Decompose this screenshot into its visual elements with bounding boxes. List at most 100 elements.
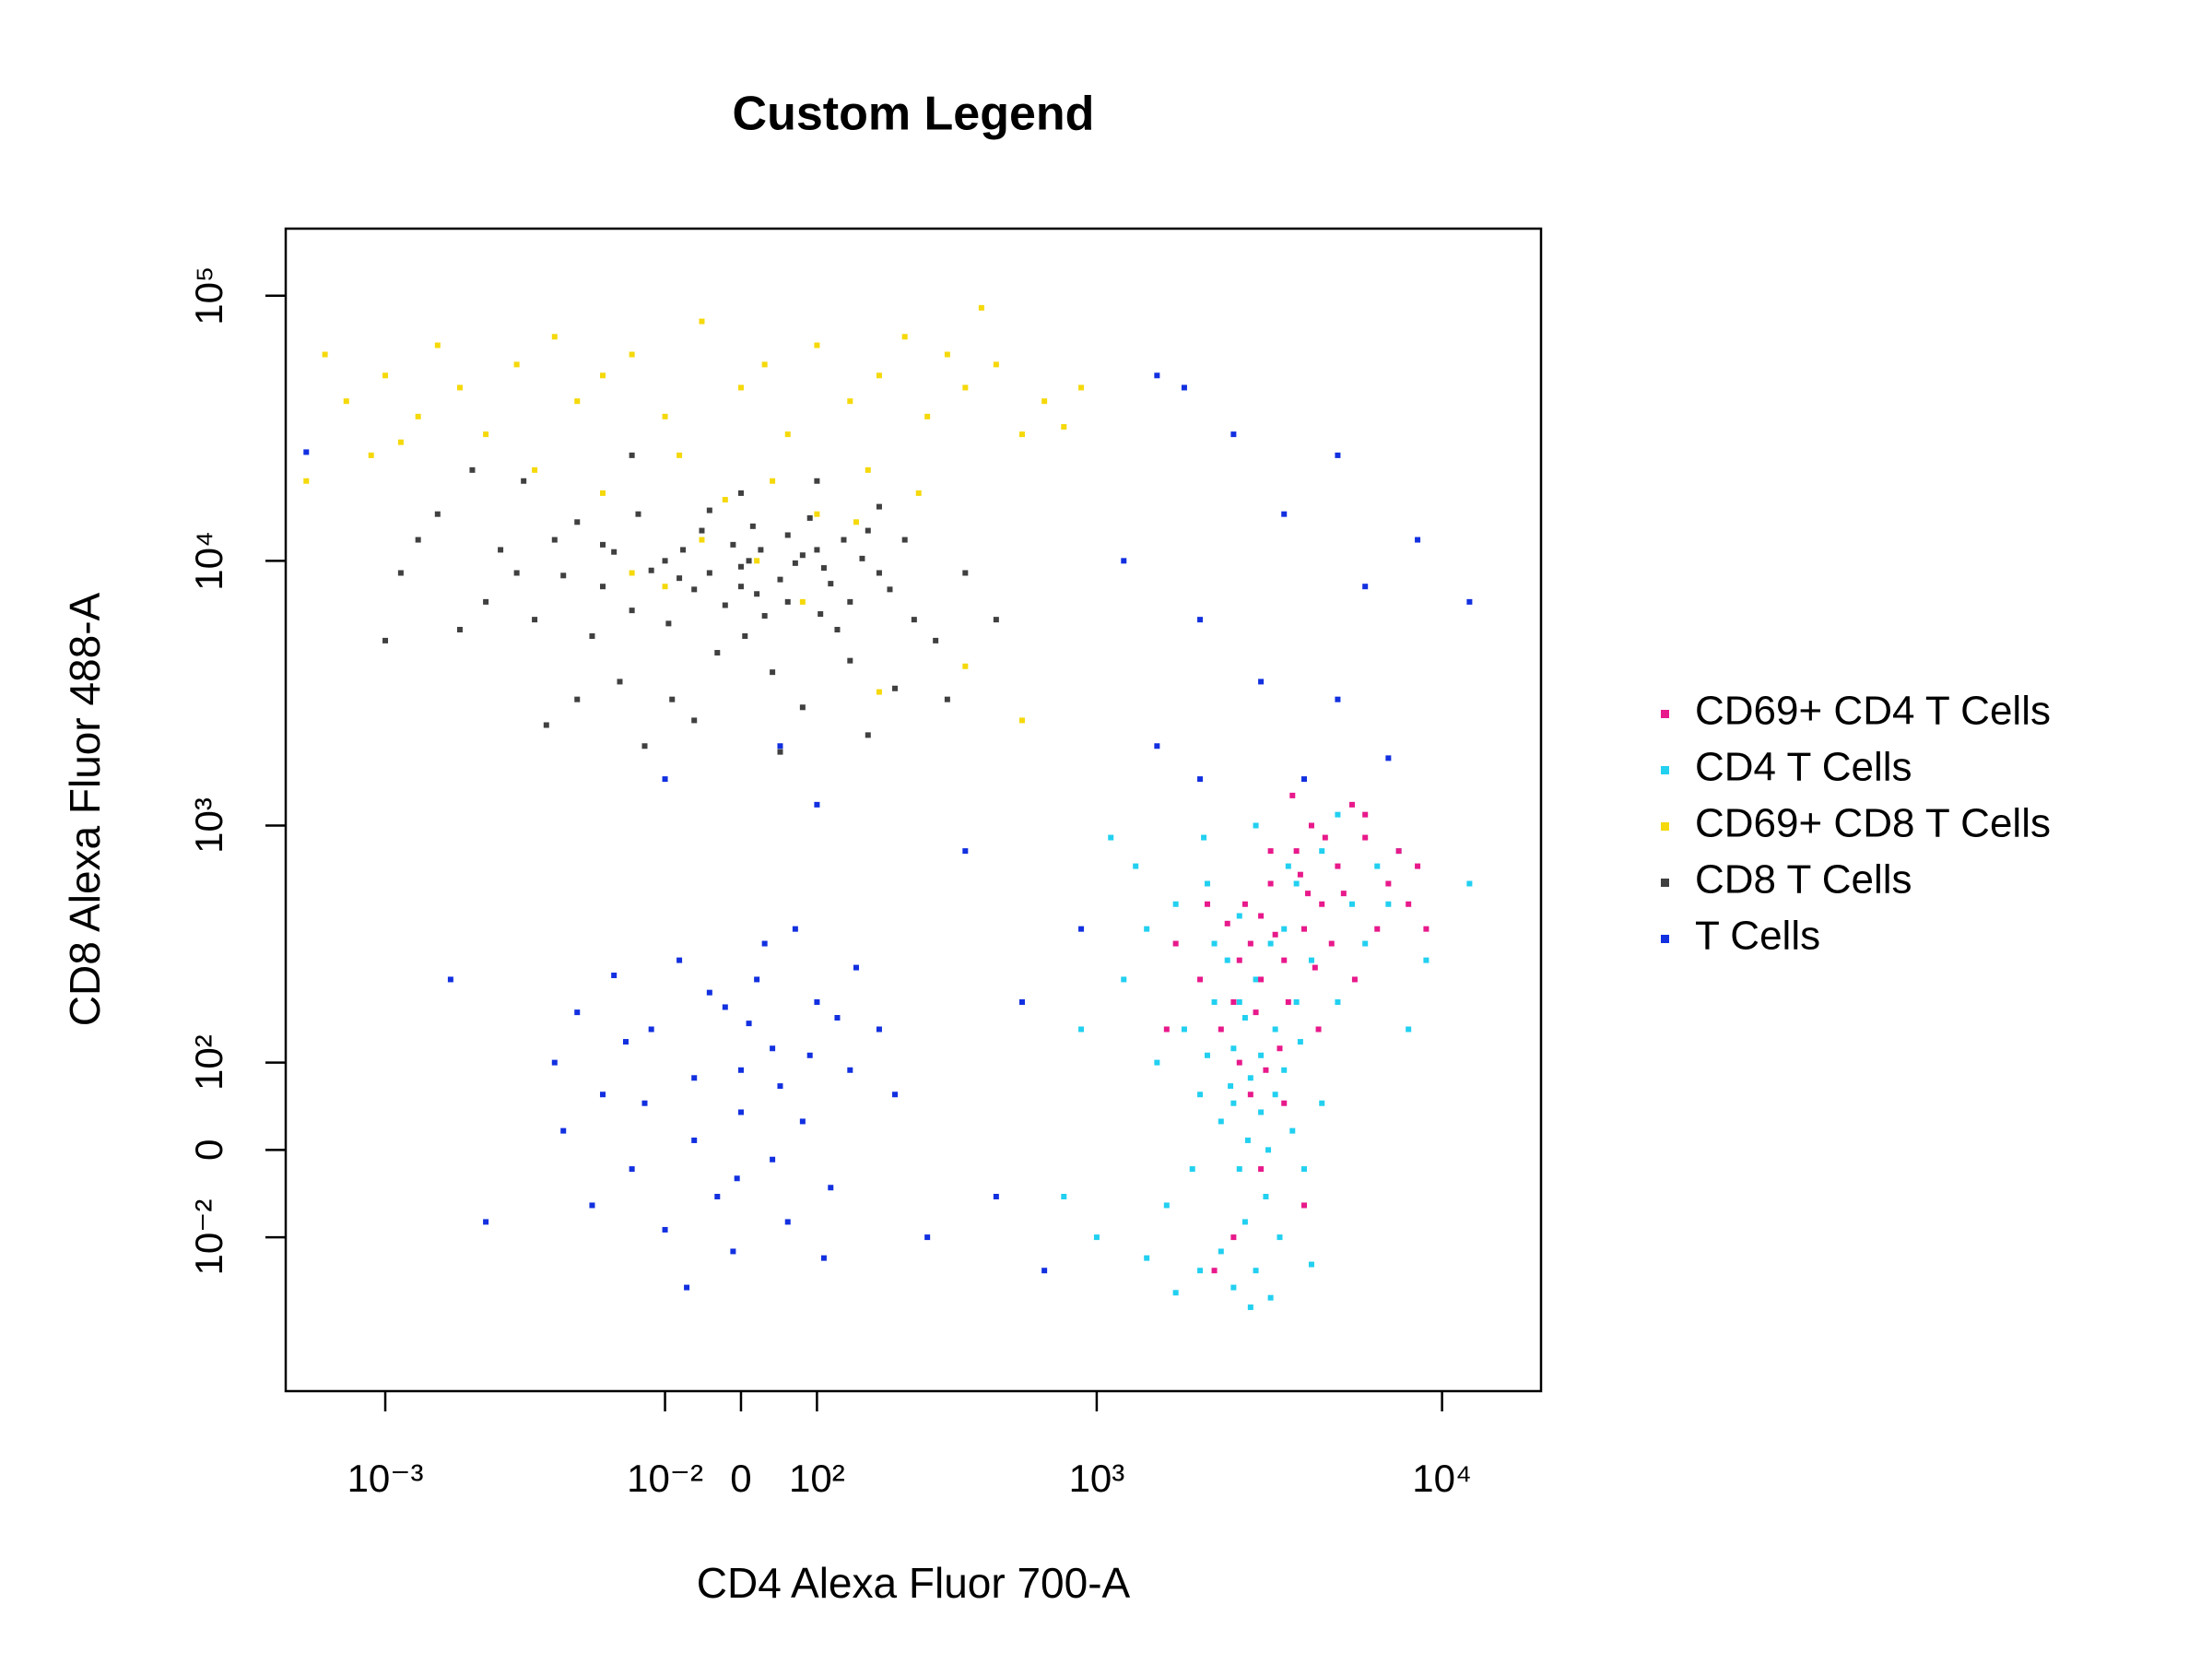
legend-marker: [1661, 822, 1669, 831]
point: [648, 567, 654, 573]
point: [714, 650, 721, 656]
legend-marker: [1661, 766, 1669, 774]
point: [1267, 880, 1274, 887]
plot-frame: [284, 227, 1543, 1393]
legend-marker: [1661, 710, 1669, 718]
point: [1423, 957, 1430, 963]
point: [962, 384, 969, 391]
point: [322, 351, 328, 358]
point: [737, 563, 744, 570]
point: [629, 1166, 635, 1173]
point: [1267, 848, 1274, 855]
point: [1197, 1268, 1204, 1274]
point: [560, 572, 567, 579]
point: [1236, 999, 1242, 1006]
point: [691, 1075, 698, 1081]
point: [806, 514, 813, 521]
point: [641, 743, 648, 749]
point: [814, 547, 820, 553]
point: [876, 503, 882, 510]
point: [680, 547, 687, 553]
point: [699, 527, 705, 534]
point: [629, 351, 635, 358]
point: [993, 361, 999, 368]
point: [924, 413, 931, 419]
x-tick-label: 10⁻²: [627, 1457, 703, 1500]
point: [1253, 976, 1259, 983]
point: [1230, 999, 1237, 1006]
point: [635, 511, 641, 517]
point: [303, 449, 310, 455]
point: [1335, 452, 1341, 458]
y-tick-label: 10³: [187, 797, 230, 854]
point: [1181, 1026, 1187, 1033]
point: [814, 478, 820, 484]
point: [1244, 1137, 1251, 1143]
point: [1163, 1026, 1170, 1033]
point: [677, 575, 683, 582]
point: [1258, 679, 1265, 685]
x-tick-label: 0: [730, 1457, 751, 1500]
point: [847, 398, 853, 405]
point: [901, 334, 908, 340]
point: [876, 372, 882, 379]
point: [1154, 372, 1160, 379]
point: [1319, 901, 1325, 907]
point: [892, 1092, 899, 1098]
point: [1335, 811, 1341, 818]
point: [662, 558, 668, 564]
point: [1265, 1147, 1272, 1153]
point: [1281, 926, 1288, 932]
legend-text: CD4 T Cells: [1695, 745, 1912, 790]
point: [677, 452, 683, 458]
point: [901, 537, 908, 543]
point: [684, 1284, 690, 1291]
point: [1197, 1092, 1204, 1098]
point: [853, 519, 859, 525]
point: [662, 413, 668, 419]
point: [814, 999, 820, 1006]
point: [828, 581, 834, 587]
point: [1351, 976, 1358, 983]
point: [876, 689, 882, 695]
point: [1301, 926, 1308, 932]
point: [814, 342, 820, 348]
point: [1253, 1009, 1259, 1016]
point: [746, 558, 752, 564]
point: [820, 1255, 827, 1261]
point: [574, 398, 581, 405]
point: [806, 1052, 813, 1058]
point: [532, 617, 538, 623]
point: [691, 717, 698, 724]
point: [1272, 931, 1278, 938]
point: [1211, 940, 1218, 947]
point: [1362, 940, 1369, 947]
point: [1247, 1304, 1253, 1311]
point: [1078, 926, 1085, 932]
point: [792, 560, 798, 566]
point: [483, 598, 489, 605]
point: [532, 466, 538, 473]
point: [611, 549, 618, 555]
point: [589, 632, 595, 639]
point: [397, 570, 404, 576]
point: [865, 466, 871, 473]
point: [722, 602, 728, 608]
point: [1204, 901, 1210, 907]
point: [629, 570, 635, 576]
point: [641, 1100, 648, 1106]
point: [1121, 976, 1127, 983]
point: [828, 1185, 834, 1191]
point: [574, 696, 581, 702]
point: [699, 537, 705, 543]
point: [434, 342, 441, 348]
point: [770, 478, 776, 484]
point: [962, 570, 969, 576]
point: [1415, 537, 1421, 543]
point: [1423, 926, 1430, 932]
point: [1335, 863, 1341, 869]
point: [622, 1039, 629, 1045]
point: [784, 431, 791, 438]
point: [600, 1092, 606, 1098]
